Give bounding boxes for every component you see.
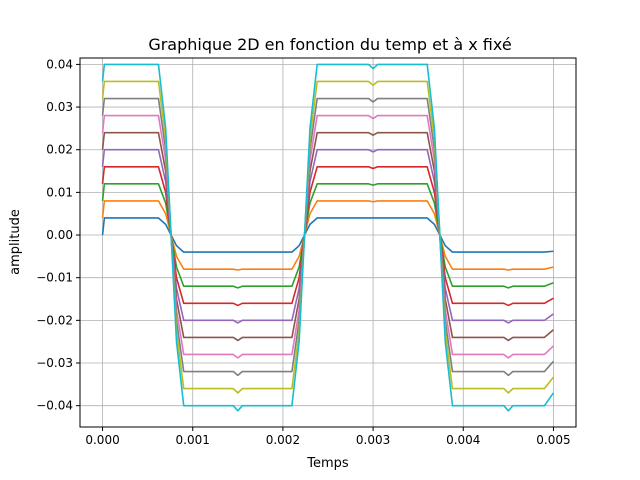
y-tick-label: 0.03 — [46, 100, 73, 114]
series-line-4 — [101, 165, 554, 307]
series-line-6 — [101, 131, 554, 342]
y-axis-label: amplitude — [8, 209, 23, 275]
y-tick-label: 0.00 — [46, 228, 73, 242]
series-line-7 — [101, 114, 555, 359]
series-line-3 — [101, 183, 554, 289]
y-tick-label: 0.04 — [46, 57, 73, 71]
y-tick-label: −0.02 — [36, 313, 73, 327]
y-tick-label: −0.04 — [36, 399, 73, 413]
x-axis: 0.000 0.001 0.002 0.003 0.004 0.005 — [85, 427, 571, 447]
x-tick-label: 0.002 — [266, 433, 300, 447]
x-tick-label: 0.003 — [356, 433, 390, 447]
series-line-5 — [101, 148, 554, 324]
y-tick-label: 0.01 — [46, 185, 73, 199]
x-tick-label: 0.004 — [446, 433, 480, 447]
y-tick-label: −0.03 — [36, 356, 73, 370]
y-axis: −0.04 −0.03 −0.02 −0.01 0.00 0.01 0.02 0.03 0.04 — [36, 57, 80, 413]
series-line-8 — [101, 97, 555, 377]
x-tick-label: 0.001 — [176, 433, 210, 447]
series-line-10 — [101, 63, 555, 412]
x-tick-label: 0.005 — [536, 433, 570, 447]
x-tick-label: 0.000 — [85, 433, 119, 447]
x-axis-label: Temps — [306, 456, 349, 471]
y-tick-label: 0.02 — [46, 143, 73, 157]
series-line-1 — [101, 217, 554, 253]
plot-frame — [79, 57, 577, 428]
series-line-9 — [101, 80, 555, 394]
y-tick-label: −0.01 — [36, 271, 73, 285]
series-group — [101, 63, 555, 412]
chart-title: Graphique 2D en fonction du temp et à x … — [148, 35, 511, 54]
